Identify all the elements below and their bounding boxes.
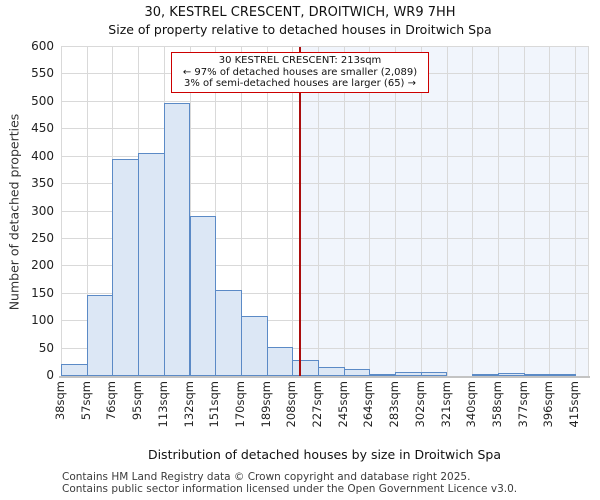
histogram-bar xyxy=(549,374,576,376)
x-tick-label: 396sqm xyxy=(541,381,556,428)
gridline-vertical xyxy=(446,47,448,376)
x-axis-title: Distribution of detached houses by size … xyxy=(147,447,502,462)
marker-line xyxy=(298,47,301,376)
histogram-bar xyxy=(318,366,345,376)
y-tick-label: 400 xyxy=(31,148,54,163)
x-tick-label: 340sqm xyxy=(464,381,479,428)
histogram-bar xyxy=(163,103,191,376)
x-tick-label: 283sqm xyxy=(387,381,402,428)
histogram-bar xyxy=(266,346,294,376)
histogram-bar xyxy=(112,159,140,376)
x-tick-label: 95sqm xyxy=(130,381,145,421)
gridline-vertical xyxy=(420,47,422,376)
gridline-horizontal xyxy=(61,183,588,185)
histogram-bar xyxy=(138,152,165,376)
x-tick-label: 208sqm xyxy=(284,381,299,428)
gridline-vertical xyxy=(292,47,294,376)
y-tick-label: 600 xyxy=(31,39,54,53)
gridline-vertical xyxy=(61,47,62,376)
y-tick-label: 150 xyxy=(31,285,54,300)
y-tick-label: 50 xyxy=(38,340,54,355)
x-tick-label: 38sqm xyxy=(53,381,67,421)
gridline-vertical xyxy=(86,47,88,376)
y-tick-label: 500 xyxy=(31,93,54,108)
footer-copyright-line2: Contains public sector information licen… xyxy=(62,483,518,495)
histogram-bar xyxy=(240,316,268,376)
gridline-horizontal xyxy=(61,347,588,349)
gridline-horizontal xyxy=(61,237,588,239)
gridline-vertical xyxy=(240,47,242,376)
gridline-vertical xyxy=(575,47,576,376)
x-tick-label: 170sqm xyxy=(232,381,247,428)
chart-title: 30, KESTREL CRESCENT, DROITWICH, WR9 7HH xyxy=(144,5,456,20)
x-tick-label: 151sqm xyxy=(207,381,222,428)
gridline-horizontal xyxy=(61,155,588,157)
y-tick-label: 0 xyxy=(46,368,54,382)
gridline-vertical xyxy=(549,47,551,376)
x-tick-label: 189sqm xyxy=(258,381,273,428)
histogram-bar xyxy=(343,369,371,376)
gridline-horizontal xyxy=(61,100,588,102)
x-tick-label: 302sqm xyxy=(412,381,427,428)
gridline-horizontal xyxy=(61,128,588,130)
plot-area: Number of detached properties 30 KESTREL… xyxy=(7,39,590,427)
x-tick-label: 57sqm xyxy=(78,381,93,421)
gridline-horizontal xyxy=(61,265,588,267)
gridline-vertical xyxy=(266,47,268,376)
x-tick-label: 245sqm xyxy=(335,381,350,428)
x-tick-label: 415sqm xyxy=(567,381,581,428)
annotation-smaller-stat: ← 97% of detached houses are smaller (2,… xyxy=(182,66,418,78)
x-tick-label: 358sqm xyxy=(489,381,504,428)
x-tick-label: 321sqm xyxy=(438,381,453,428)
property-annotation-box: 30 KESTREL CRESCENT: 213sqm ← 97% of det… xyxy=(171,52,429,93)
x-tick-label: 132sqm xyxy=(181,381,196,428)
gridline-vertical xyxy=(523,47,525,376)
gridline-vertical xyxy=(318,47,319,376)
x-tick-label: 264sqm xyxy=(361,381,376,428)
histogram-bar xyxy=(215,289,242,376)
gridline-vertical xyxy=(395,47,397,376)
y-tick-label: 550 xyxy=(31,66,54,81)
histogram-bar xyxy=(292,360,319,376)
histogram-bar xyxy=(61,363,88,376)
x-tick-label: 113sqm xyxy=(155,381,170,428)
y-tick-label: 250 xyxy=(31,230,54,245)
y-tick-label: 100 xyxy=(31,313,54,328)
gridline-vertical xyxy=(369,47,371,376)
x-tick-label: 377sqm xyxy=(515,381,530,428)
histogram-bar xyxy=(420,371,448,376)
annotation-property-label: 30 KESTREL CRESCENT: 213sqm xyxy=(218,55,382,66)
gridline-horizontal xyxy=(61,210,588,212)
gridline-horizontal xyxy=(61,320,588,322)
x-tick-label: 76sqm xyxy=(104,381,119,421)
x-tick-label: 227sqm xyxy=(310,381,324,428)
footer-copyright-line1: Contains HM Land Registry data © Crown c… xyxy=(62,471,471,483)
gridline-vertical xyxy=(472,47,474,376)
gridline-vertical xyxy=(215,47,217,376)
y-tick-label: 450 xyxy=(31,121,54,136)
x-axis-line xyxy=(59,376,590,378)
y-tick-label: 300 xyxy=(31,203,54,218)
gridline-vertical xyxy=(343,47,345,376)
gridline-vertical xyxy=(497,47,499,376)
gridline-horizontal xyxy=(61,46,588,47)
histogram-bar xyxy=(189,216,217,376)
y-tick-label: 350 xyxy=(31,176,54,191)
chart-subtitle: Size of property relative to detached ho… xyxy=(108,22,492,37)
histogram-bar xyxy=(86,294,114,376)
gridline-horizontal xyxy=(61,292,588,294)
annotation-larger-stat: 3% of semi-detached houses are larger (6… xyxy=(183,78,417,89)
y-tick-label: 200 xyxy=(31,258,54,273)
